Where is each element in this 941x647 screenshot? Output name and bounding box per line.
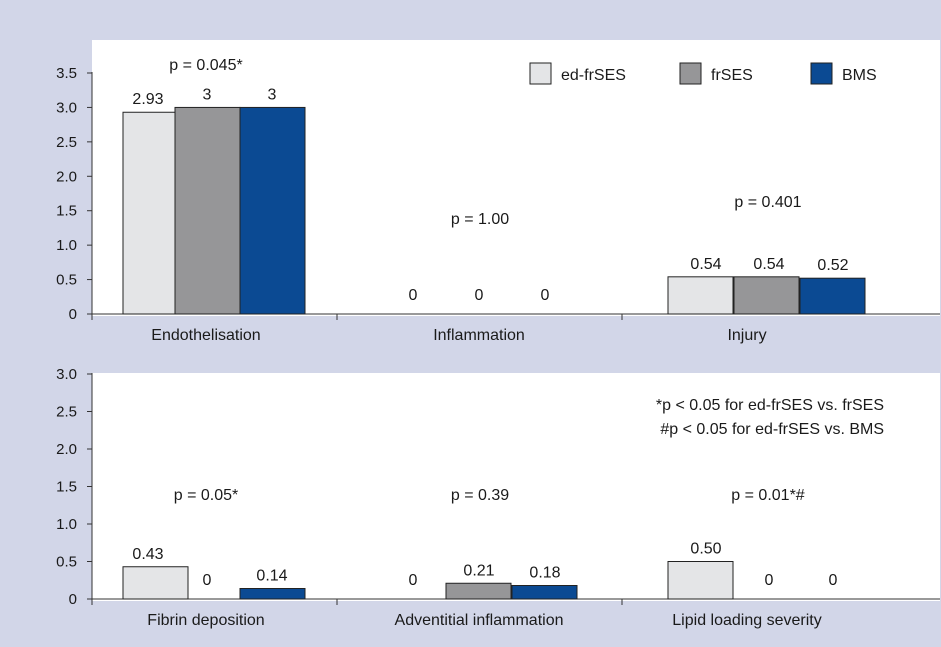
x-category-label: Fibrin deposition (147, 612, 264, 629)
bar-ed-frSES-lipid-loading-severity (667, 561, 734, 600)
bar-value-label: 0 (409, 287, 418, 304)
y-tick-label: 0.5 (56, 554, 77, 571)
bar-frSES-endothelisation (174, 106, 241, 315)
x-category-label: Inflammation (433, 327, 525, 344)
bar-frSES-injury (733, 276, 800, 315)
chart-panel-1: 0 0.5 1.0 1.5 2.0 2.5 3.0 3.5 2.93 0 0.54 3 0 0.54 3 0 0… (56, 40, 940, 344)
bar-BMS-injury (799, 277, 866, 315)
p-value-label: p = 1.00 (451, 211, 509, 228)
p-value-label: p = 0.401 (734, 194, 801, 211)
bar-value-label: 0 (203, 572, 212, 589)
bar-BMS-endothelisation (239, 106, 306, 315)
bar-BMS-fibrin-deposition (239, 588, 306, 600)
legend-label: frSES (711, 67, 753, 84)
y-tick-label: 1.5 (56, 203, 77, 220)
bar-value-label: 0.14 (256, 568, 287, 585)
bar-value-label: 0 (541, 287, 550, 304)
bar-value-label: 0.18 (529, 565, 560, 582)
chart-panel-2: 0 0.5 1.0 1.5 2.0 2.5 3.0 0.43 0 0.50 0 0.21 0 0.14 0.… (56, 366, 940, 629)
legend-swatch-BMS (810, 62, 833, 85)
bar-value-label: 0 (409, 572, 418, 589)
p-value-label: p = 0.01*# (731, 487, 805, 504)
p-value-label: p = 0.05* (174, 487, 239, 504)
p-value-label: p = 0.39 (451, 487, 509, 504)
y-tick-label: 3.5 (56, 65, 77, 82)
y-tick-label: 3.0 (56, 366, 77, 383)
legend: ed-frSES frSES BMS (529, 62, 877, 85)
legend-label: BMS (842, 67, 877, 84)
bar-value-label: 0.43 (132, 546, 163, 563)
bar-ed-frSES-fibrin-deposition (122, 566, 189, 600)
plot-area (92, 373, 940, 601)
bar-value-label: 3 (268, 86, 277, 103)
bar-value-label: 0 (829, 572, 838, 589)
x-category-label: Lipid loading severity (672, 612, 821, 629)
legend-swatch-frSES (679, 62, 702, 85)
bar-value-label: 0.50 (690, 541, 721, 558)
y-tick-label: 2.0 (56, 441, 77, 458)
bar-value-label: 0.21 (463, 562, 494, 579)
legend-swatch-ed-frSES (529, 62, 552, 85)
y-tick-label: 1.5 (56, 479, 77, 496)
y-tick-label: 2.5 (56, 134, 77, 151)
footnote: *p < 0.05 for ed-frSES vs. frSES (656, 397, 884, 414)
bar-value-label: 0.54 (690, 256, 721, 273)
y-tick-label: 1.0 (56, 516, 77, 533)
y-tick-label: 2.5 (56, 404, 77, 421)
bar-value-label: 0.52 (817, 257, 848, 274)
y-tick-label: 1.0 (56, 237, 77, 254)
y-tick-label: 0 (69, 591, 77, 608)
y-tick-label: 0 (69, 306, 77, 323)
x-category-label: Injury (727, 327, 766, 344)
p-value-label: p = 0.045* (169, 57, 242, 74)
x-category-label: Adventitial inflammation (395, 612, 564, 629)
y-tick-label: 0.5 (56, 272, 77, 289)
bar-ed-frSES-injury (667, 276, 734, 315)
bar-value-label: 0 (765, 572, 774, 589)
legend-label: ed-frSES (561, 67, 626, 84)
x-category-label: Endothelisation (151, 327, 260, 344)
bar-value-label: 3 (203, 86, 212, 103)
footnote: #p < 0.05 for ed-frSES vs. BMS (660, 421, 884, 438)
bar-value-label: 0 (475, 287, 484, 304)
bar-BMS-adventitial-inflammation (511, 585, 578, 600)
bar-frSES-adventitial-inflammation (445, 582, 512, 600)
y-tick-label: 3.0 (56, 99, 77, 116)
y-tick-label: 2.0 (56, 168, 77, 185)
bar-value-label: 0.54 (753, 256, 784, 273)
bar-value-label: 2.93 (132, 91, 163, 108)
